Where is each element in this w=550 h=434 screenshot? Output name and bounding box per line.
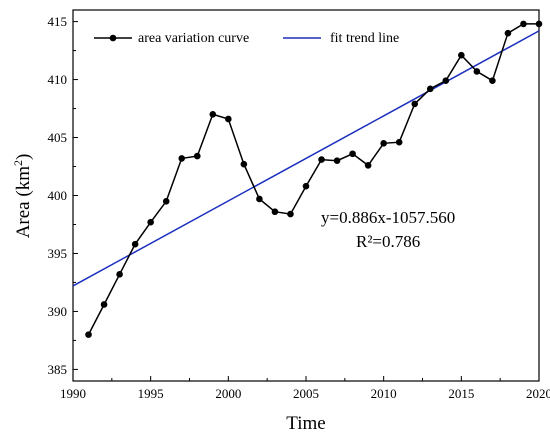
y-axis-title-close: ) [13, 154, 34, 160]
y-tick-label: 395 [48, 246, 68, 261]
data-point [333, 157, 341, 165]
data-point [193, 152, 201, 160]
data-point [504, 29, 512, 37]
data-point [178, 155, 186, 162]
y-axis-title-main: Area (km [13, 166, 34, 238]
data-point [318, 156, 325, 163]
data-point [287, 210, 294, 218]
axis-ticks: 1990 1995 2000 2005 2010 2015 2020 385 390 395 400… [48, 14, 550, 401]
x-tick-label: 1990 [60, 386, 86, 401]
legend-label-trend: fit trend line [330, 31, 399, 46]
data-point [442, 77, 450, 85]
y-tick-label: 400 [48, 188, 68, 203]
data-point [302, 182, 310, 190]
data-point [271, 208, 279, 216]
data-point [256, 195, 263, 203]
data-point [225, 115, 232, 123]
plot-frame [72, 9, 540, 382]
data-point [426, 85, 434, 93]
regression-equation: y=0.886x-1057.560 [321, 208, 455, 227]
y-tick-label: 390 [48, 304, 68, 319]
regression-r-squared: R²=0.786 [356, 232, 420, 251]
y-axis-title: Area (km2) [11, 154, 34, 239]
data-point [147, 218, 154, 226]
y-axis-title-superscript: 2 [11, 160, 25, 166]
x-tick-label: 2000 [215, 386, 241, 401]
area-series-group [85, 20, 543, 338]
regression-annotation: y=0.886x-1057.560 R²=0.786 [321, 208, 455, 251]
data-point [395, 138, 403, 146]
trend-line-group [72, 30, 540, 287]
data-point [116, 271, 123, 278]
legend-label-area: area variation curve [138, 31, 249, 46]
data-point [520, 20, 527, 28]
data-point [535, 20, 543, 28]
data-point [209, 111, 217, 118]
data-point [364, 162, 372, 169]
data-point [473, 68, 481, 75]
trend-line [72, 30, 540, 287]
data-point [85, 331, 92, 338]
x-axis-title: Time [286, 413, 325, 434]
x-tick-label: 2010 [371, 386, 397, 401]
data-point [131, 240, 139, 248]
y-tick-label: 405 [48, 130, 68, 145]
y-tick-label: 415 [48, 14, 68, 29]
y-tick-label: 410 [48, 72, 68, 87]
data-point [458, 51, 465, 59]
area-variation-line [87, 23, 539, 335]
data-point [240, 160, 248, 168]
data-point [380, 140, 387, 147]
data-point [162, 197, 170, 205]
data-point [489, 77, 496, 85]
x-tick-label: 2005 [293, 386, 319, 401]
legend-marker-area [109, 34, 117, 42]
legend: area variation curve fit trend line [94, 31, 399, 46]
data-point [100, 301, 108, 308]
x-tick-label: 2020 [526, 386, 550, 401]
data-point [411, 100, 419, 108]
x-tick-label: 2015 [448, 386, 474, 401]
data-point [349, 150, 356, 158]
x-tick-label: 1995 [138, 386, 164, 401]
y-tick-label: 385 [48, 362, 68, 377]
